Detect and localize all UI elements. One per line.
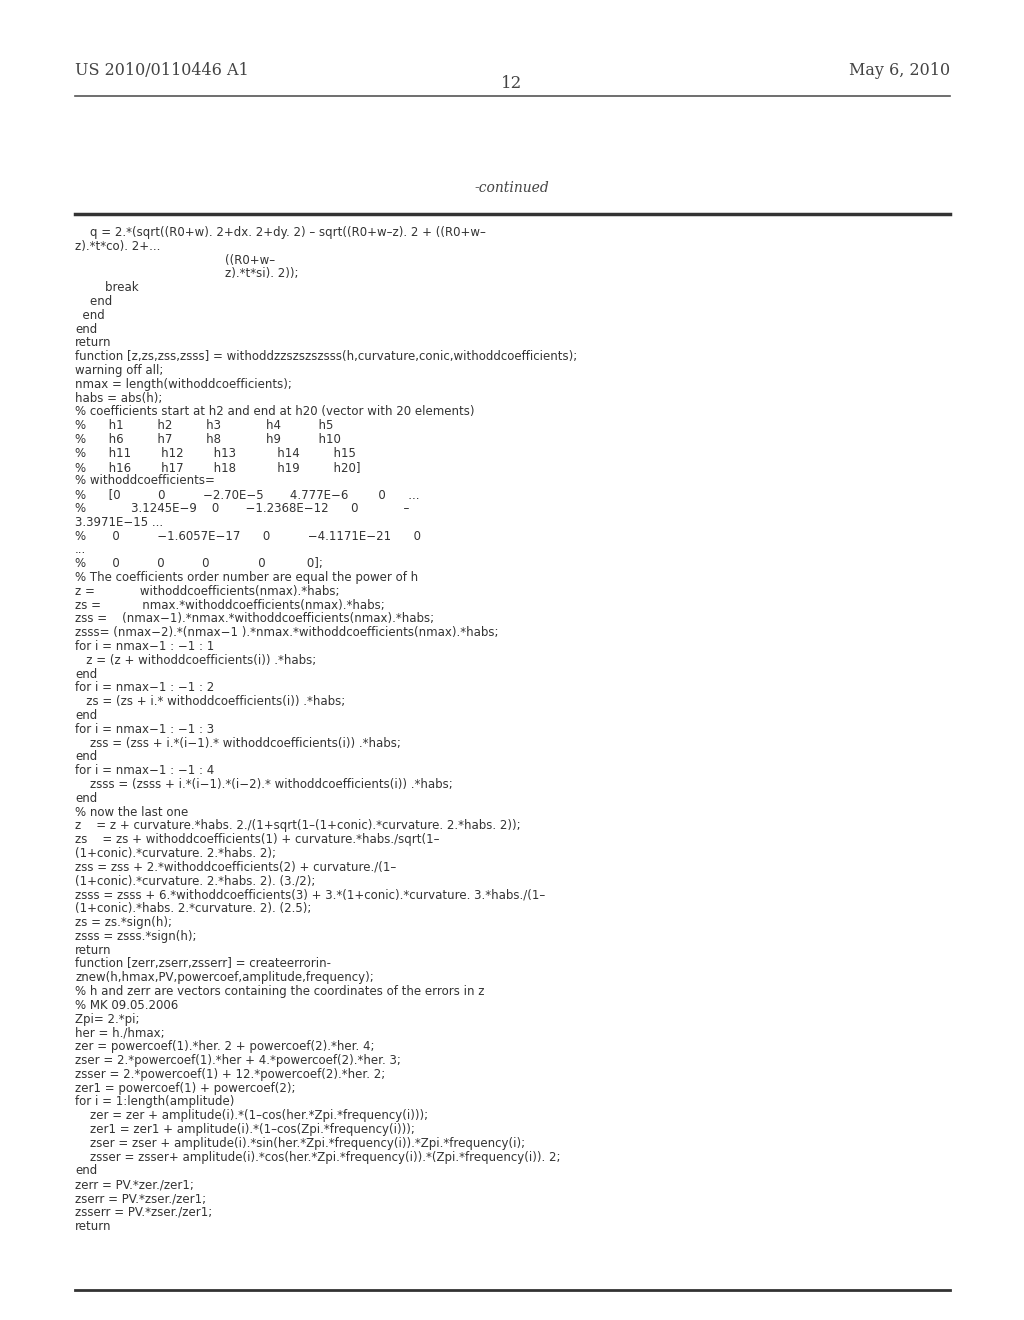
- Text: her = h./hmax;: her = h./hmax;: [75, 1027, 165, 1039]
- Text: (1+conic).*habs. 2.*curvature. 2). (2.5);: (1+conic).*habs. 2.*curvature. 2). (2.5)…: [75, 902, 311, 915]
- Text: z    = z + curvature.*habs. 2./(1+sqrt(1–(1+conic).*curvature. 2.*habs. 2));: z = z + curvature.*habs. 2./(1+sqrt(1–(1…: [75, 820, 520, 833]
- Text: warning off all;: warning off all;: [75, 364, 164, 378]
- Text: return: return: [75, 337, 112, 350]
- Text: %      h1         h2         h3            h4          h5: % h1 h2 h3 h4 h5: [75, 420, 334, 432]
- Text: break: break: [75, 281, 138, 294]
- Text: end: end: [75, 309, 104, 322]
- Text: % now the last one: % now the last one: [75, 805, 188, 818]
- Text: zsss = zsss + 6.*withoddcoefficients(3) + 3.*(1+conic).*curvature. 3.*habs./(1–: zsss = zsss + 6.*withoddcoefficients(3) …: [75, 888, 545, 902]
- Text: %            3.1245E−9    0       −1.2368E−12      0            –: % 3.1245E−9 0 −1.2368E−12 0 –: [75, 502, 410, 515]
- Text: %       0          −1.6057E−17      0          −4.1171E−21      0: % 0 −1.6057E−17 0 −4.1171E−21 0: [75, 529, 421, 543]
- Text: habs = abs(h);: habs = abs(h);: [75, 392, 163, 405]
- Text: znew(h,hmax,PV,powercoef,amplitude,frequency);: znew(h,hmax,PV,powercoef,amplitude,frequ…: [75, 972, 374, 985]
- Text: end: end: [75, 750, 97, 763]
- Text: %      h16        h17        h18           h19         h20]: % h16 h17 h18 h19 h20]: [75, 461, 360, 474]
- Text: zs = (zs + i.* withoddcoefficients(i)) .*habs;: zs = (zs + i.* withoddcoefficients(i)) .…: [75, 696, 345, 709]
- Text: %      h6         h7         h8            h9          h10: % h6 h7 h8 h9 h10: [75, 433, 341, 446]
- Text: zs    = zs + withoddcoefficients(1) + curvature.*habs./sqrt(1–: zs = zs + withoddcoefficients(1) + curva…: [75, 833, 439, 846]
- Text: zss = zss + 2.*withoddcoefficients(2) + curvature./(1–: zss = zss + 2.*withoddcoefficients(2) + …: [75, 861, 396, 874]
- Text: return: return: [75, 944, 112, 957]
- Text: ((R0+w–: ((R0+w–: [75, 253, 275, 267]
- Text: zer1 = powercoef(1) + powercoef(2);: zer1 = powercoef(1) + powercoef(2);: [75, 1081, 296, 1094]
- Text: function [zerr,zserr,zsserr] = createerrorin-: function [zerr,zserr,zsserr] = createerr…: [75, 957, 331, 970]
- Text: for i = nmax−1 : −1 : 2: for i = nmax−1 : −1 : 2: [75, 681, 214, 694]
- Text: for i = 1:length(amplitude): for i = 1:length(amplitude): [75, 1096, 234, 1109]
- Text: % The coefficients order number are equal the power of h: % The coefficients order number are equa…: [75, 572, 418, 583]
- Text: end: end: [75, 668, 97, 681]
- Text: zer = powercoef(1).*her. 2 + powercoef(2).*her. 4;: zer = powercoef(1).*her. 2 + powercoef(2…: [75, 1040, 375, 1053]
- Text: z).*t*co). 2+...: z).*t*co). 2+...: [75, 240, 161, 253]
- Text: -continued: -continued: [475, 181, 549, 195]
- Text: zer = zer + amplitude(i).*(1–cos(her.*Zpi.*frequency(i)));: zer = zer + amplitude(i).*(1–cos(her.*Zp…: [75, 1109, 428, 1122]
- Text: % coefficients start at h2 and end at h20 (vector with 20 elements): % coefficients start at h2 and end at h2…: [75, 405, 474, 418]
- Text: for i = nmax−1 : −1 : 4: for i = nmax−1 : −1 : 4: [75, 764, 214, 777]
- Text: zerr = PV.*zer./zer1;: zerr = PV.*zer./zer1;: [75, 1179, 194, 1191]
- Text: %       0          0          0             0           0];: % 0 0 0 0 0];: [75, 557, 323, 570]
- Text: zser = zser + amplitude(i).*sin(her.*Zpi.*frequency(i)).*Zpi.*frequency(i);: zser = zser + amplitude(i).*sin(her.*Zpi…: [75, 1137, 525, 1150]
- Text: end: end: [75, 792, 97, 805]
- Text: nmax = length(withoddcoefficients);: nmax = length(withoddcoefficients);: [75, 378, 292, 391]
- Text: for i = nmax−1 : −1 : 1: for i = nmax−1 : −1 : 1: [75, 640, 214, 653]
- Text: % withoddcoefficients=: % withoddcoefficients=: [75, 474, 215, 487]
- Text: z).*t*si). 2));: z).*t*si). 2));: [75, 268, 299, 280]
- Text: for i = nmax−1 : −1 : 3: for i = nmax−1 : −1 : 3: [75, 723, 214, 735]
- Text: zsss = (zsss + i.*(i−1).*(i−2).* withoddcoefficients(i)) .*habs;: zsss = (zsss + i.*(i−1).*(i−2).* withodd…: [75, 777, 453, 791]
- Text: 3.3971E−15 ...: 3.3971E−15 ...: [75, 516, 163, 529]
- Text: (1+conic).*curvature. 2.*habs. 2). (3./2);: (1+conic).*curvature. 2.*habs. 2). (3./2…: [75, 875, 315, 887]
- Text: zs = zs.*sign(h);: zs = zs.*sign(h);: [75, 916, 172, 929]
- Text: 12: 12: [502, 75, 522, 92]
- Text: end: end: [75, 294, 113, 308]
- Text: zsss= (nmax−2).*(nmax−1 ).*nmax.*withoddcoefficients(nmax).*habs;: zsss= (nmax−2).*(nmax−1 ).*nmax.*withodd…: [75, 626, 499, 639]
- Text: zer1 = zer1 + amplitude(i).*(1–cos(Zpi.*frequency(i)));: zer1 = zer1 + amplitude(i).*(1–cos(Zpi.*…: [75, 1123, 415, 1137]
- Text: % h and zerr are vectors containing the coordinates of the errors in z: % h and zerr are vectors containing the …: [75, 985, 484, 998]
- Text: US 2010/0110446 A1: US 2010/0110446 A1: [75, 62, 249, 79]
- Text: % MK 09.05.2006: % MK 09.05.2006: [75, 999, 178, 1012]
- Text: zsserr = PV.*zser./zer1;: zsserr = PV.*zser./zer1;: [75, 1205, 212, 1218]
- Text: z =            withoddcoefficients(nmax).*habs;: z = withoddcoefficients(nmax).*habs;: [75, 585, 340, 598]
- Text: end: end: [75, 709, 97, 722]
- Text: ...: ...: [75, 544, 86, 557]
- Text: Zpi= 2.*pi;: Zpi= 2.*pi;: [75, 1012, 139, 1026]
- Text: zsss = zsss.*sign(h);: zsss = zsss.*sign(h);: [75, 929, 197, 942]
- Text: function [z,zs,zss,zsss] = withoddzzszszszsss(h,curvature,conic,withoddcoefficie: function [z,zs,zss,zsss] = withoddzzszsz…: [75, 350, 578, 363]
- Text: zser = 2.*powercoef(1).*her + 4.*powercoef(2).*her. 3;: zser = 2.*powercoef(1).*her + 4.*powerco…: [75, 1053, 400, 1067]
- Text: May 6, 2010: May 6, 2010: [849, 62, 950, 79]
- Text: zsser = zsser+ amplitude(i).*cos(her.*Zpi.*frequency(i)).*(Zpi.*frequency(i)). 2: zsser = zsser+ amplitude(i).*cos(her.*Zp…: [75, 1151, 560, 1164]
- Text: zss = (zss + i.*(i−1).* withoddcoefficients(i)) .*habs;: zss = (zss + i.*(i−1).* withoddcoefficie…: [75, 737, 400, 750]
- Text: %      h11        h12        h13           h14         h15: % h11 h12 h13 h14 h15: [75, 446, 356, 459]
- Text: %      [0          0          −2.70E−5       4.777E−6        0      ...: % [0 0 −2.70E−5 4.777E−6 0 ...: [75, 488, 420, 502]
- Text: q = 2.*(sqrt((R0+w). 2+dx. 2+dy. 2) – sqrt((R0+w–z). 2 + ((R0+w–: q = 2.*(sqrt((R0+w). 2+dx. 2+dy. 2) – sq…: [75, 226, 485, 239]
- Text: zs =           nmax.*withoddcoefficients(nmax).*habs;: zs = nmax.*withoddcoefficients(nmax).*ha…: [75, 598, 385, 611]
- Text: end: end: [75, 322, 97, 335]
- Text: zserr = PV.*zser./zer1;: zserr = PV.*zser./zer1;: [75, 1192, 206, 1205]
- Text: zss =    (nmax−1).*nmax.*withoddcoefficients(nmax).*habs;: zss = (nmax−1).*nmax.*withoddcoefficient…: [75, 612, 434, 626]
- Text: return: return: [75, 1220, 112, 1233]
- Text: (1+conic).*curvature. 2.*habs. 2);: (1+conic).*curvature. 2.*habs. 2);: [75, 847, 276, 861]
- Text: zsser = 2.*powercoef(1) + 12.*powercoef(2).*her. 2;: zsser = 2.*powercoef(1) + 12.*powercoef(…: [75, 1068, 385, 1081]
- Text: z = (z + withoddcoefficients(i)) .*habs;: z = (z + withoddcoefficients(i)) .*habs;: [75, 653, 316, 667]
- Text: end: end: [75, 1164, 97, 1177]
